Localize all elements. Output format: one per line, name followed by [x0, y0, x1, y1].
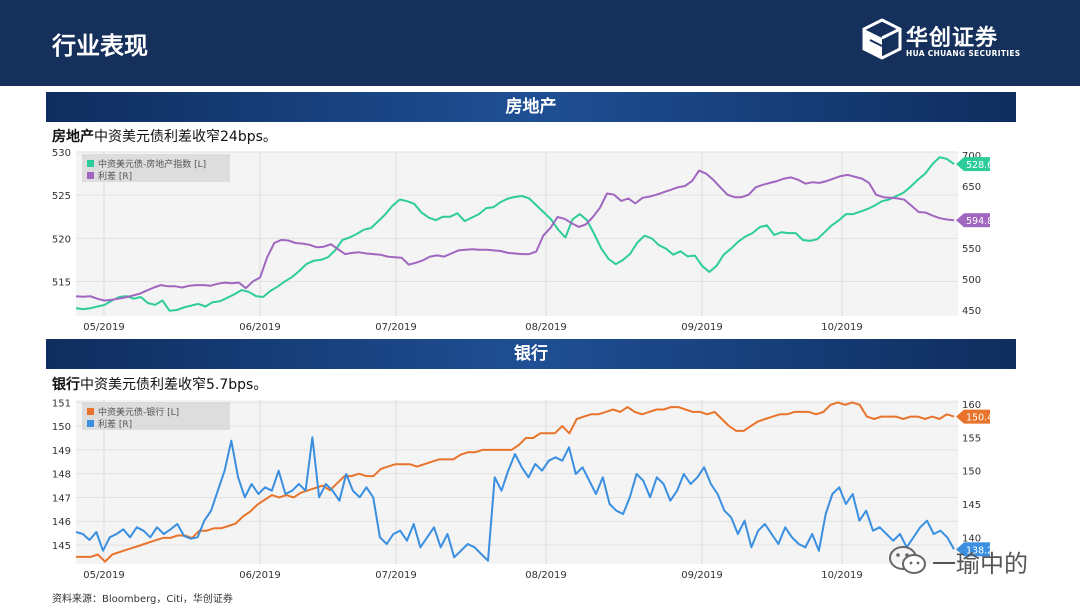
x-axis-tick-label: 05/2019 [83, 322, 125, 333]
right-axis-tick-label: 700 [962, 151, 981, 162]
series-line [75, 156, 955, 312]
right-axis-tick-label: 155 [962, 433, 981, 444]
last-value-box [964, 409, 990, 424]
last-value-pointer [956, 213, 964, 228]
left-axis-tick-label: 145 [52, 541, 71, 552]
last-value-text: 594.807 [966, 216, 992, 227]
last-value-pointer [956, 157, 964, 172]
legend: 中资美元债-房地产指数 [L]利差 [R] [82, 154, 230, 182]
x-axis-tick-label: 09/2019 [681, 570, 723, 581]
legend-label: 中资美元债-银行 [L] [98, 406, 179, 418]
section-title-real-estate: 房地产 [505, 97, 557, 117]
last-value-label: 150.418 [956, 409, 1005, 424]
legend-box [82, 154, 230, 182]
right-axis-tick-label: 150 [962, 467, 981, 478]
cube-logo-icon [862, 18, 902, 60]
x-axis-tick-label: 10/2019 [821, 322, 863, 333]
last-value-label: 138.221 [956, 542, 1005, 557]
wechat-icon [889, 546, 926, 574]
bank-chart-svg: 145 146 147 148 149 150 151 140 145 150 155 160 05/2… [46, 394, 1005, 586]
right-axis-tick-label: 160 [962, 400, 981, 411]
series-line [75, 436, 955, 562]
logo-name: 华创证券 [906, 26, 999, 51]
description-text: 中资美元债利差收窄5.7bps。 [80, 377, 268, 393]
real-estate-chart: 51552052553045050055060065070005/201906/… [46, 146, 1005, 338]
right-axis-tick-label: 450 [962, 306, 981, 317]
left-axis-tick-label: 515 [52, 277, 71, 288]
left-axis-tick-label: 151 [52, 398, 71, 409]
logo-subtitle: HUA CHUANG SECURITIES [906, 49, 1021, 58]
left-axis-tick-label: 530 [52, 148, 71, 159]
section-description-bank: 银行中资美元债利差收窄5.7bps。 [52, 374, 267, 394]
series-line [75, 169, 955, 302]
last-value-text: 150.418 [966, 413, 992, 424]
left-axis-tick-label: 520 [52, 234, 71, 245]
legend-swatch [87, 172, 94, 179]
section-bar-bank: 银行 [46, 339, 1016, 369]
x-axis-tick-label: 10/2019 [821, 570, 863, 581]
description-bold: 房地产 [52, 129, 94, 145]
last-value-text: 138.221 [966, 545, 992, 556]
slide-title: 行业表现 [52, 32, 148, 60]
legend-swatch [87, 408, 94, 415]
right-axis-tick-label: 500 [962, 275, 981, 286]
last-value-box [964, 157, 990, 172]
legend-swatch [87, 420, 94, 427]
legend: 中资美元债-银行 [L]利差 [R] [82, 402, 230, 430]
x-axis-tick-label: 06/2019 [239, 322, 281, 333]
description-text: 中资美元债利差收窄24bps。 [94, 129, 277, 145]
watermark: 一瑜中的 [888, 540, 1058, 580]
legend-box [82, 402, 230, 430]
last-value-box [964, 213, 990, 228]
legend-label: 利差 [R] [98, 170, 132, 182]
legend-swatch [87, 160, 94, 167]
source-note: 资料来源：Bloomberg，Citi，华创证券 [52, 594, 233, 605]
x-axis-tick-label: 08/2019 [525, 570, 567, 581]
right-axis-tick-label: 650 [962, 182, 981, 193]
watermark-text: 一瑜中的 [932, 550, 1028, 578]
legend-label: 中资美元债-房地产指数 [L] [98, 158, 206, 170]
last-value-label: 594.807 [956, 213, 1005, 228]
x-axis-tick-label: 05/2019 [83, 570, 125, 581]
section-bar-real-estate: 房地产 [46, 92, 1016, 122]
last-value-box [964, 542, 990, 557]
x-axis-tick-label: 07/2019 [375, 322, 417, 333]
legend-label: 利差 [R] [98, 418, 132, 430]
left-axis-tick-label: 149 [52, 446, 71, 457]
right-axis-tick-label: 145 [962, 500, 981, 511]
company-logo: 华创证券 HUA CHUANG SECURITIES [862, 18, 1022, 62]
left-axis-tick-label: 146 [52, 517, 71, 528]
left-axis-tick-label: 148 [52, 470, 71, 481]
last-value-pointer [956, 409, 964, 424]
section-description-real-estate: 房地产中资美元债利差收窄24bps。 [52, 126, 277, 146]
x-axis-tick-label: 08/2019 [525, 322, 567, 333]
x-axis-tick-label: 09/2019 [681, 322, 723, 333]
left-axis-tick-label: 525 [52, 191, 71, 202]
left-axis-tick-label: 147 [52, 493, 71, 504]
last-value-label: 528.618 [956, 157, 1005, 172]
bank-chart: 145 146 147 148 149 150 151 140 145 150 155 160 05/2… [46, 394, 1005, 586]
x-axis-tick-label: 07/2019 [375, 570, 417, 581]
right-axis-tick-label: 550 [962, 244, 981, 255]
series-line [76, 401, 955, 563]
x-axis-tick-label: 06/2019 [239, 570, 281, 581]
last-value-pointer [956, 542, 964, 557]
last-value-text: 528.618 [966, 160, 992, 171]
header-bar: 行业表现 华创证券 HUA CHUANG SECURITIES [0, 0, 1080, 86]
real-estate-chart-svg: 51552052553045050055060065070005/201906/… [46, 146, 1005, 338]
left-axis-tick-label: 150 [52, 422, 71, 433]
section-title-bank: 银行 [514, 344, 548, 364]
description-bold: 银行 [52, 377, 80, 393]
right-axis-tick-label: 140 [962, 533, 981, 544]
